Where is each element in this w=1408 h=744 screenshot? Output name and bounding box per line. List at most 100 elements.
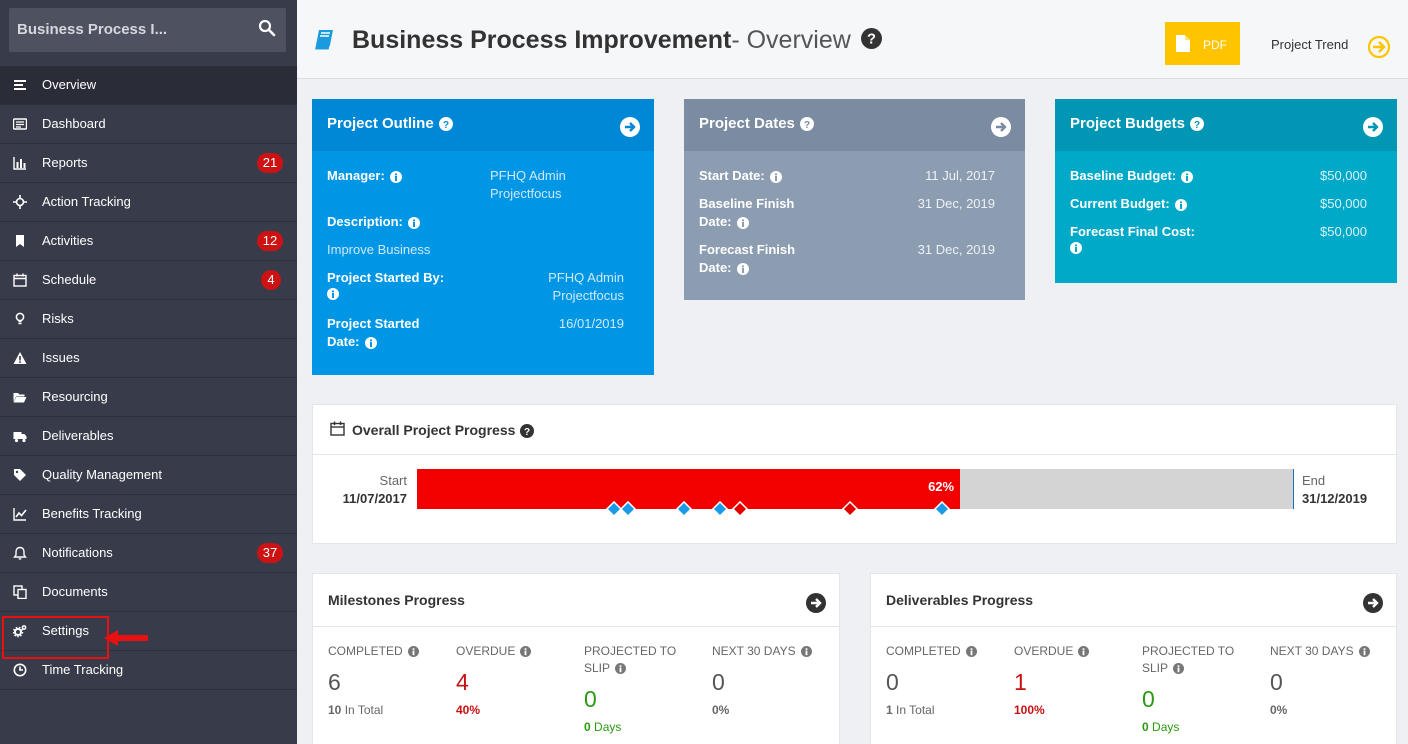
projected-slip-value: 0 [1142, 686, 1155, 712]
info-icon [407, 646, 419, 658]
sidebar-item-documents[interactable]: Documents [0, 573, 297, 612]
crosshair-icon [13, 195, 27, 209]
completed-value: 6 [328, 669, 341, 695]
overdue-milestone-marker[interactable] [732, 501, 749, 517]
project-outline-card: Project Outline? Manager: PFHQ Admin Proj… [312, 99, 654, 375]
svg-text:?: ? [804, 120, 810, 131]
tag-icon [14, 469, 26, 481]
documents-icon [13, 585, 27, 599]
baseline-finish-value: 31 Dec, 2019 [917, 196, 995, 211]
page-title: Business Process Improvement- Overview? [352, 26, 882, 55]
svg-text:?: ? [443, 120, 449, 131]
sidebar-item-label: Settings [42, 623, 89, 638]
page-title-project: Business Process Improvement [352, 26, 732, 54]
sidebar-item-notifications[interactable]: Notifications 37 [0, 534, 297, 573]
info-icon [1358, 646, 1370, 658]
info-icon [769, 170, 782, 183]
sidebar-item-label: Dashboard [42, 116, 106, 131]
sidebar-item-risks[interactable]: Risks [0, 300, 297, 339]
started-date-value: 16/01/2019 [558, 316, 624, 331]
sidebar-item-deliverables[interactable]: Deliverables [0, 417, 297, 456]
sidebar-item-activities[interactable]: Activities 12 [0, 222, 297, 261]
milestones-progress-panel: Milestones Progress COMPLETED 6 10 In To… [312, 573, 840, 744]
pdf-button[interactable]: PDF [1165, 22, 1240, 65]
svg-text:?: ? [1194, 120, 1200, 131]
help-icon[interactable]: ? [860, 27, 882, 49]
project-budgets-header: Project Budgets? [1055, 99, 1397, 151]
sidebar-item-action-tracking[interactable]: Action Tracking [0, 183, 297, 222]
deliverables-progress-title: Deliverables Progress [886, 592, 1034, 608]
help-icon[interactable]: ? [1190, 117, 1205, 132]
sidebar-item-label: Activities [42, 233, 94, 248]
count-badge: 37 [257, 543, 283, 563]
end-marker-line [1293, 469, 1294, 509]
overdue-percent: 100% [1014, 703, 1045, 717]
description-value: Improve Business [327, 242, 431, 257]
arrow-circle-right-icon[interactable] [620, 117, 640, 137]
sidebar-item-resourcing[interactable]: Resourcing [0, 378, 297, 417]
sidebar-item-quality-management[interactable]: Quality Management [0, 456, 297, 495]
sidebar-item-settings[interactable]: Settings [0, 612, 297, 651]
forecast-cost-label: Forecast Final Cost: [1070, 223, 1195, 259]
info-icon [389, 170, 402, 183]
sidebar-item-label: Resourcing [42, 389, 108, 404]
project-dates-title: Project Dates? [699, 115, 814, 132]
forecast-cost-value: $50,000 [1320, 224, 1367, 239]
calendar-icon [13, 273, 27, 287]
sidebar-item-dashboard[interactable]: Dashboard [0, 105, 297, 144]
help-icon[interactable]: ? [799, 117, 814, 132]
divider [871, 626, 1396, 627]
arrow-circle-right-icon[interactable] [806, 593, 826, 613]
baseline-budget-label: Baseline Budget: [1070, 167, 1194, 185]
sidebar-item-label: Quality Management [42, 467, 162, 482]
count-badge: 12 [257, 231, 283, 251]
help-icon[interactable]: ? [520, 424, 535, 439]
milestone-marker[interactable] [676, 501, 693, 517]
arrow-circle-right-icon[interactable] [1367, 35, 1391, 59]
project-dates-card: Project Dates? Start Date: 11 Jul, 2017 … [684, 99, 1025, 300]
divider [313, 454, 1396, 455]
end-date: 31/12/2019 [1302, 491, 1368, 506]
sidebar-item-schedule[interactable]: Schedule 4 [0, 261, 297, 300]
sidebar-item-label: Overview [42, 77, 97, 92]
dashboard-icon [13, 118, 27, 130]
manager-value: PFHQ Admin Projectfocus [490, 168, 566, 201]
projected-slip-days: 0 Days [584, 720, 622, 734]
next-30-days-value: 0 [1270, 669, 1283, 695]
milestones-progress-title: Milestones Progress [328, 592, 465, 608]
project-trend-link[interactable]: Project Trend [1271, 37, 1349, 52]
sidebar-item-benefits-tracking[interactable]: Benefits Tracking [0, 495, 297, 534]
sidebar-item-issues[interactable]: Issues [0, 339, 297, 378]
sidebar-item-time-tracking[interactable]: Time Tracking [0, 651, 297, 690]
start-date-label: Start Date: [699, 167, 782, 185]
milestone-marker[interactable] [712, 501, 729, 517]
next-30-days-value: 0 [712, 669, 725, 695]
started-by-label: Project Started By: [327, 269, 444, 305]
bookmark-icon [16, 235, 24, 247]
info-icon [1173, 663, 1185, 675]
info-icon [407, 216, 420, 229]
search-icon[interactable] [258, 19, 276, 37]
sidebar-item-label: Reports [42, 155, 88, 170]
overdue-percent: 40% [456, 703, 481, 717]
help-icon[interactable]: ? [438, 117, 453, 132]
arrow-circle-right-icon[interactable] [1363, 593, 1383, 613]
overdue-value: 1 [1014, 669, 1027, 695]
sidebar: Business Process I... Overview Dashboard R… [0, 0, 297, 744]
milestone-marker[interactable] [933, 501, 950, 517]
current-budget-label: Current Budget: [1070, 195, 1187, 213]
next-30-days-percent: 0% [712, 703, 730, 717]
arrow-circle-right-icon[interactable] [1363, 117, 1383, 137]
project-dates-header: Project Dates? [684, 99, 1025, 151]
gears-icon [13, 625, 27, 638]
overdue-label: OVERDUE [1014, 643, 1090, 660]
sidebar-item-reports[interactable]: Reports 21 [0, 144, 297, 183]
milestone-marker[interactable] [620, 501, 637, 517]
milestone-marker[interactable] [606, 501, 623, 517]
overdue-milestone-marker[interactable] [841, 501, 858, 517]
next-30-days-percent: 0% [1270, 703, 1288, 717]
project-search[interactable]: Business Process I... [9, 8, 286, 52]
red-arrow-annotation [104, 630, 148, 646]
sidebar-item-overview[interactable]: Overview [0, 66, 297, 105]
arrow-circle-right-icon[interactable] [991, 117, 1011, 137]
